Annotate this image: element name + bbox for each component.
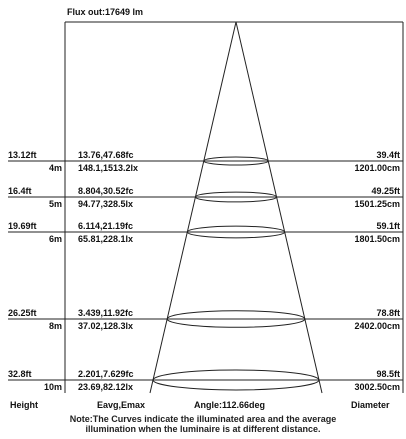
height-m-label: 5m xyxy=(49,199,62,209)
diameter-cm-label: 1801.50cm xyxy=(354,234,400,244)
beam-curve xyxy=(194,191,278,203)
height-m-label: 4m xyxy=(49,163,62,173)
diameter-ft-label: 39.4ft xyxy=(376,150,400,160)
height-ft-label: 16.4ft xyxy=(8,186,32,196)
illuminance-fc-label: 13.76,47.68fc xyxy=(78,150,134,160)
footer-height-label: Height xyxy=(10,400,38,410)
height-ft-label: 19.69ft xyxy=(8,221,37,231)
height-ft-label: 32.8ft xyxy=(8,369,32,379)
illuminance-fc-label: 8.804,30.52fc xyxy=(78,186,134,196)
footer-eavg-emax-label: Eavg,Emax xyxy=(97,400,145,410)
illuminance-lx-label: 23.69,82.12lx xyxy=(78,382,133,392)
diameter-cm-label: 1501.25cm xyxy=(354,199,400,209)
illuminance-lx-label: 65.81,228.1lx xyxy=(78,234,133,244)
note-line-1: Note:The Curves indicate the illuminated… xyxy=(69,414,337,424)
illuminance-fc-label: 2.201,7.629fc xyxy=(78,369,134,379)
height-m-label: 10m xyxy=(44,382,62,392)
diameter-ft-label: 59.1ft xyxy=(376,221,400,231)
distance-rows: 13.12ft 4m 13.76,47.68fc 148.1,1513.2lx 39.4… xyxy=(8,150,403,392)
diameter-ft-label: 78.8ft xyxy=(376,308,400,318)
diameter-cm-label: 3002.50cm xyxy=(354,382,400,392)
illuminance-lx-label: 94.77,328.5lx xyxy=(78,199,133,209)
illuminance-fc-label: 3.439,11.92fc xyxy=(78,308,133,318)
footer-diameter-label: Diameter xyxy=(351,400,390,410)
note-line-2: illumination when the luminaire is at di… xyxy=(85,424,321,434)
beam-curve xyxy=(166,310,306,328)
flux-label: Flux out:17649 lm xyxy=(67,7,143,17)
beam-curve xyxy=(203,156,269,166)
note: Note:The Curves indicate the illuminated… xyxy=(0,414,406,434)
diameter-cm-label: 2402.00cm xyxy=(354,321,400,331)
footer-angle-label: Angle:112.66deg xyxy=(194,400,265,410)
diameter-ft-label: 98.5ft xyxy=(376,369,400,379)
beam-left-edge xyxy=(149,21,237,394)
illuminance-lx-label: 148.1,1513.2lx xyxy=(78,163,138,173)
diameter-ft-label: 49.25ft xyxy=(371,186,400,196)
height-m-label: 8m xyxy=(49,321,62,331)
illuminance-lx-label: 37.02,128.3lx xyxy=(78,321,133,331)
beam-curve xyxy=(152,369,320,391)
beam-curve xyxy=(186,225,286,239)
height-ft-label: 26.25ft xyxy=(8,308,37,318)
height-m-label: 6m xyxy=(49,234,62,244)
beam-right-edge xyxy=(235,21,323,394)
height-ft-label: 13.12ft xyxy=(8,150,37,160)
diameter-cm-label: 1201.00cm xyxy=(354,163,400,173)
illuminance-fc-label: 6.114,21.19fc xyxy=(78,221,133,231)
